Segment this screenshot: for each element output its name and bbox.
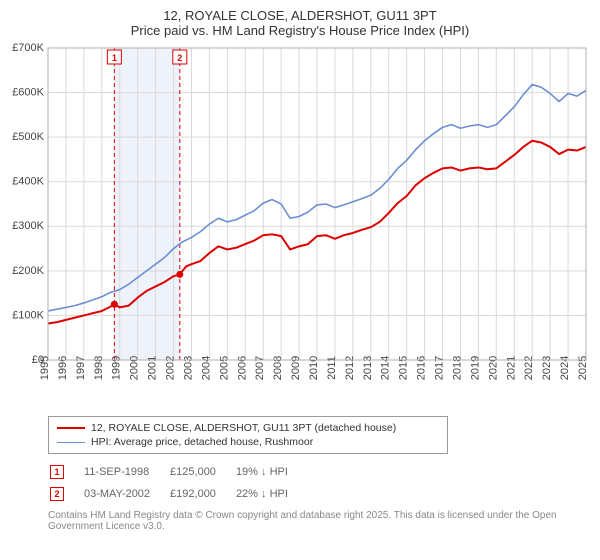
svg-text:2002: 2002 (165, 356, 177, 380)
svg-text:1996: 1996 (57, 356, 69, 380)
svg-text:2008: 2008 (272, 356, 284, 380)
marker-row: 2 03-MAY-2002£192,00022% ↓ HPI (50, 484, 306, 504)
chart-svg: £0£100K£200K£300K£400K£500K£600K£700K199… (8, 42, 592, 412)
title-line-1: 12, ROYALE CLOSE, ALDERSHOT, GU11 3PT (8, 8, 592, 23)
svg-text:£300K: £300K (12, 220, 44, 232)
footer-note: Contains HM Land Registry data © Crown c… (48, 510, 592, 532)
svg-text:£400K: £400K (12, 176, 44, 188)
marker-price: £192,000 (170, 484, 234, 504)
svg-text:2003: 2003 (182, 356, 194, 380)
svg-text:2019: 2019 (469, 356, 481, 380)
svg-text:2013: 2013 (362, 356, 374, 380)
svg-text:£200K: £200K (12, 265, 44, 277)
svg-text:1999: 1999 (111, 356, 123, 380)
legend-swatch (57, 442, 85, 443)
chart-title: 12, ROYALE CLOSE, ALDERSHOT, GU11 3PT Pr… (8, 8, 592, 38)
svg-text:£100K: £100K (12, 309, 44, 321)
svg-text:2016: 2016 (416, 356, 428, 380)
legend-row: 12, ROYALE CLOSE, ALDERSHOT, GU11 3PT (d… (57, 421, 439, 435)
svg-text:2025: 2025 (577, 356, 589, 380)
svg-text:2: 2 (177, 53, 182, 63)
svg-text:2015: 2015 (398, 356, 410, 380)
svg-text:£700K: £700K (12, 42, 44, 54)
svg-text:1997: 1997 (75, 356, 87, 380)
svg-text:1995: 1995 (39, 356, 51, 380)
svg-text:2020: 2020 (487, 356, 499, 380)
svg-text:2024: 2024 (559, 356, 571, 380)
marker-table: 1 11-SEP-1998£125,00019% ↓ HPI 2 03-MAY-200… (48, 460, 308, 506)
svg-text:2021: 2021 (505, 356, 517, 380)
marker-price: £125,000 (170, 462, 234, 482)
marker-id-box: 2 (50, 487, 64, 501)
svg-text:£500K: £500K (12, 131, 44, 143)
svg-text:2004: 2004 (200, 356, 212, 380)
svg-text:£600K: £600K (12, 86, 44, 98)
marker-id-box: 1 (50, 465, 64, 479)
legend-label: HPI: Average price, detached house, Rush… (91, 436, 313, 448)
svg-text:1: 1 (112, 53, 117, 63)
svg-text:2001: 2001 (147, 356, 159, 380)
chart: £0£100K£200K£300K£400K£500K£600K£700K199… (8, 42, 592, 412)
svg-text:2022: 2022 (523, 356, 535, 380)
marker-delta: 22% ↓ HPI (236, 484, 306, 504)
marker-delta: 19% ↓ HPI (236, 462, 306, 482)
svg-text:1998: 1998 (93, 356, 105, 380)
svg-text:2017: 2017 (434, 356, 446, 380)
marker-row: 1 11-SEP-1998£125,00019% ↓ HPI (50, 462, 306, 482)
svg-text:2010: 2010 (308, 356, 320, 380)
legend-label: 12, ROYALE CLOSE, ALDERSHOT, GU11 3PT (d… (91, 422, 396, 434)
svg-text:2012: 2012 (344, 356, 356, 380)
svg-text:2014: 2014 (380, 356, 392, 380)
svg-text:2018: 2018 (451, 356, 463, 380)
svg-text:2023: 2023 (541, 356, 553, 380)
marker-date: 11-SEP-1998 (84, 462, 168, 482)
svg-text:2005: 2005 (218, 356, 230, 380)
legend-swatch (57, 427, 85, 429)
svg-text:2000: 2000 (129, 356, 141, 380)
svg-text:2009: 2009 (290, 356, 302, 380)
legend-row: HPI: Average price, detached house, Rush… (57, 435, 439, 449)
title-line-2: Price paid vs. HM Land Registry's House … (8, 23, 592, 38)
marker-date: 03-MAY-2002 (84, 484, 168, 504)
svg-text:2006: 2006 (236, 356, 248, 380)
legend: 12, ROYALE CLOSE, ALDERSHOT, GU11 3PT (d… (48, 416, 448, 454)
svg-text:2007: 2007 (254, 356, 266, 380)
